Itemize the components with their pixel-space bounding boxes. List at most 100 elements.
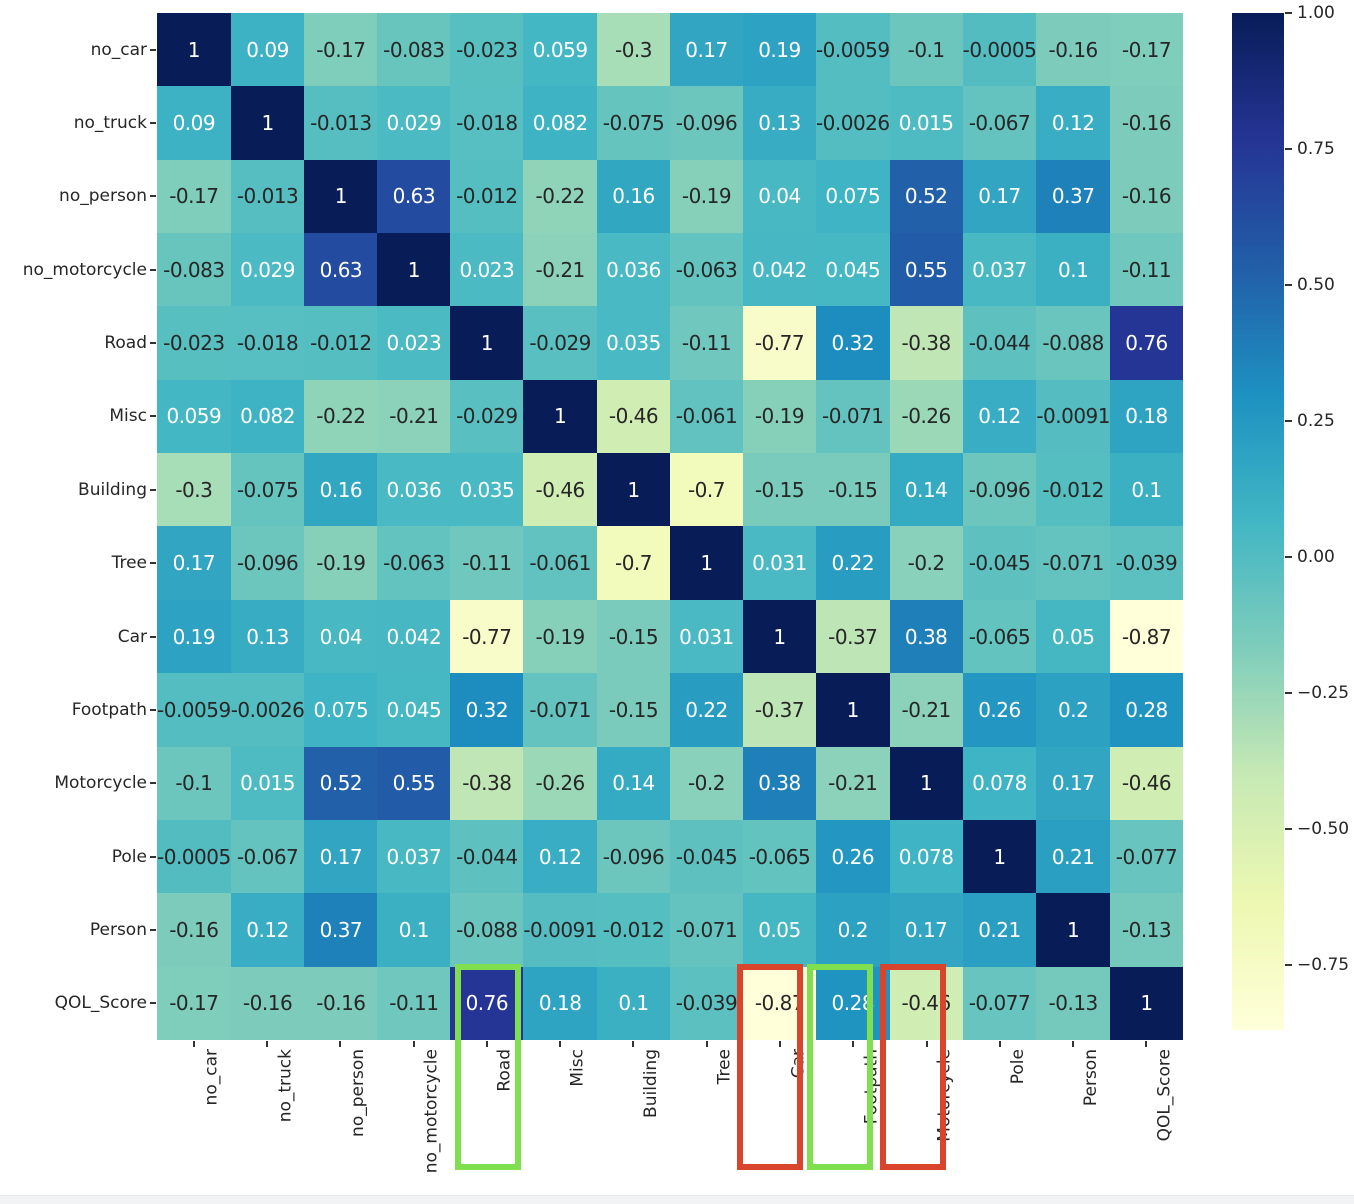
- heatmap-cell: -0.15: [742, 453, 816, 527]
- x-tick-label: Person: [1081, 1049, 1102, 1107]
- heatmap-cell: 0.1: [1036, 233, 1111, 307]
- heatmap-cell: 0.26: [962, 673, 1037, 747]
- heatmap-cell: 1: [304, 159, 378, 234]
- heatmap-cell: -0.029: [450, 379, 524, 454]
- heatmap-cell: -0.17: [1110, 13, 1183, 87]
- x-tick-label: no_car: [201, 1049, 222, 1106]
- heatmap-cell: -0.018: [230, 306, 305, 380]
- x-tick-mark: [632, 1041, 635, 1047]
- x-tick-mark: [925, 1041, 928, 1047]
- highlight-box-motorcycle: [880, 964, 946, 1170]
- heatmap-cell: -0.063: [377, 526, 451, 600]
- heatmap-cell: -0.075: [230, 453, 305, 527]
- heatmap-cell: -0.22: [304, 379, 378, 454]
- heatmap-cell: -0.19: [304, 526, 378, 600]
- x-tick-mark: [559, 1041, 562, 1047]
- x-tick-mark: [339, 1041, 342, 1047]
- heatmap-cell: -0.13: [1110, 893, 1183, 967]
- heatmap-cell: 0.12: [1036, 86, 1111, 160]
- heatmap-cell: 1: [815, 673, 890, 747]
- heatmap-cell: -0.19: [523, 599, 598, 674]
- heatmap-cell: 0.76: [450, 966, 524, 1040]
- window-bottom-strip: [0, 1195, 1354, 1204]
- heatmap-cell: 0.059: [523, 13, 598, 87]
- heatmap-cell: 0.17: [670, 13, 743, 87]
- colorbar-tick-label: 0.00: [1297, 546, 1335, 567]
- y-tick-label: no_truck: [73, 113, 147, 134]
- x-tick-mark: [192, 1041, 195, 1047]
- heatmap-cell: 0.037: [377, 819, 451, 894]
- heatmap-cell: 1: [157, 13, 231, 87]
- heatmap-cell: 0.55: [377, 746, 451, 820]
- heatmap-cell: -0.077: [962, 966, 1037, 1040]
- heatmap-cell: 0.036: [377, 453, 451, 527]
- heatmap-cell: 0.031: [742, 526, 816, 600]
- heatmap-cell: 0.042: [742, 233, 816, 307]
- heatmap-cell: 0.09: [230, 13, 305, 87]
- y-tick-mark: [150, 415, 156, 418]
- heatmap-cell: -0.088: [1036, 306, 1111, 380]
- y-tick-mark: [150, 855, 156, 858]
- heatmap-cell: -0.096: [597, 819, 670, 894]
- y-tick-label: Road: [104, 333, 147, 354]
- y-tick-mark: [150, 48, 156, 51]
- heatmap-cell: -0.16: [304, 966, 378, 1040]
- heatmap-cell: -0.096: [670, 86, 743, 160]
- heatmap-cell: 0.1: [597, 966, 670, 1040]
- heatmap-cell: 0.17: [889, 893, 963, 967]
- heatmap-cell: -0.15: [815, 453, 890, 527]
- heatmap-cell: 0.037: [962, 233, 1037, 307]
- heatmap-cell: -0.17: [157, 966, 231, 1040]
- heatmap-cell: 0.14: [597, 746, 670, 820]
- colorbar-tick-label: −0.25: [1297, 682, 1350, 703]
- heatmap-cell: 0.37: [304, 893, 378, 967]
- heatmap-cell: 0.045: [815, 233, 890, 307]
- heatmap-cell: -0.17: [157, 159, 231, 234]
- heatmap-cell: 0.16: [304, 453, 378, 527]
- heatmap-cell: 0.09: [157, 86, 231, 160]
- heatmap-cell: -0.21: [815, 746, 890, 820]
- highlight-box-footpath: [807, 964, 873, 1170]
- heatmap-cell: 0.035: [450, 453, 524, 527]
- colorbar-tick-label: 1.00: [1297, 3, 1335, 23]
- heatmap-cell: 0.21: [1036, 819, 1111, 894]
- heatmap-cell: 0.04: [742, 159, 816, 234]
- y-tick-label: Pole: [111, 846, 147, 867]
- heatmap-cell: -0.075: [597, 86, 670, 160]
- heatmap-cell: 0.38: [889, 599, 963, 674]
- y-tick-mark: [150, 782, 156, 785]
- x-tick-label: no_truck: [274, 1049, 295, 1123]
- heatmap-cell: 0.28: [815, 966, 890, 1040]
- heatmap-cell: -0.044: [450, 819, 524, 894]
- heatmap-cell: -0.044: [962, 306, 1037, 380]
- heatmap-cell: -0.071: [523, 673, 598, 747]
- heatmap-cell: -0.7: [670, 453, 743, 527]
- x-tick-mark: [1145, 1041, 1148, 1047]
- y-tick-label: Car: [117, 626, 147, 647]
- x-tick-mark: [705, 1041, 708, 1047]
- heatmap-cell: 0.63: [377, 159, 451, 234]
- heatmap-cell: 0.023: [450, 233, 524, 307]
- heatmap-cell: 0.075: [815, 159, 890, 234]
- y-tick-mark: [150, 1002, 156, 1005]
- y-tick-label: Footpath: [71, 699, 147, 720]
- heatmap-cell: 0.17: [304, 819, 378, 894]
- heatmap-cell: -0.077: [1110, 819, 1183, 894]
- heatmap-cell: 1: [962, 819, 1037, 894]
- heatmap-cell: -0.1: [157, 746, 231, 820]
- heatmap-cell: -0.16: [157, 893, 231, 967]
- colorbar-tick-label: 0.25: [1297, 410, 1335, 431]
- y-tick-label: Building: [78, 479, 147, 500]
- heatmap-cell: -0.77: [742, 306, 816, 380]
- heatmap-cell: -0.37: [742, 673, 816, 747]
- heatmap-cell: -0.067: [962, 86, 1037, 160]
- colorbar-tick-label: 0.50: [1297, 274, 1335, 295]
- heatmap-cell: 0.22: [815, 526, 890, 600]
- heatmap-cell: -0.17: [304, 13, 378, 87]
- heatmap-cell: -0.061: [670, 379, 743, 454]
- heatmap-cell: -0.15: [597, 673, 670, 747]
- heatmap-cell: 1: [230, 86, 305, 160]
- colorbar-tick-label: 0.75: [1297, 138, 1335, 159]
- heatmap-cell: 0.13: [742, 86, 816, 160]
- heatmap-cell: 0.38: [742, 746, 816, 820]
